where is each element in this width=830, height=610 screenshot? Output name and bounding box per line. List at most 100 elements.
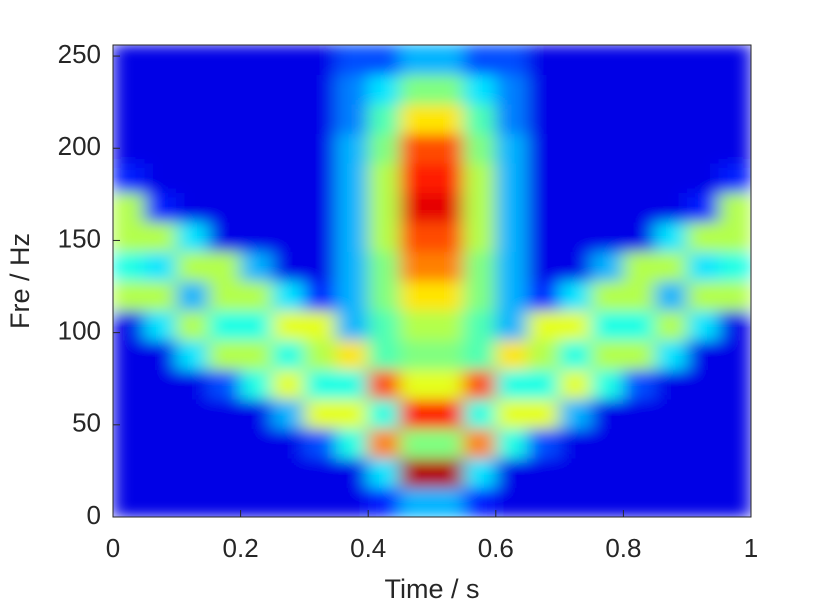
heat-cell [399,457,433,488]
heat-cell [591,369,624,400]
heat-cell [272,428,305,459]
heat-cell [622,428,656,459]
heat-cell [240,162,273,193]
heat-cell [113,74,146,105]
heat-cell [591,428,624,459]
heat-cell [303,369,337,400]
heat-cell [176,369,210,400]
heat-cell [686,280,720,311]
heat-cell [559,133,592,164]
heat-cell [144,103,178,134]
heat-cell [686,45,720,75]
heat-cell [654,339,688,370]
heat-cell [559,192,592,223]
heat-cell [208,103,242,134]
heat-cell [463,192,497,223]
heat-cell [686,339,720,370]
heat-cell [686,398,720,429]
heat-cell [463,369,497,400]
heat-cell [463,339,497,370]
heat-cell [272,192,305,223]
heat-cell [367,398,401,429]
x-axis-title: Time / s [384,574,479,604]
heat-cell [686,487,720,517]
heat-cell [208,251,242,282]
heat-cell [113,162,146,193]
heat-cell [622,103,656,134]
heat-cell [240,398,273,429]
heat-cell [718,192,751,223]
heat-cell [495,369,529,400]
heat-cell [272,369,305,400]
heat-cell [113,457,146,488]
heat-cell [718,369,751,400]
heat-cell [431,310,465,341]
heat-cell [559,310,592,341]
heat-cell [399,251,433,282]
heat-cell [367,457,401,488]
heat-cell [272,133,305,164]
heat-cell [591,133,624,164]
heat-cell [495,457,529,488]
heat-cell [240,103,273,134]
plot-frame [112,44,752,518]
heat-cell [208,280,242,311]
heat-cell [718,428,751,459]
heat-cell [113,192,146,223]
heat-cell [303,192,337,223]
heat-cell [113,103,146,134]
heat-cell [431,280,465,311]
heat-cell [527,369,561,400]
heat-cell [367,192,401,223]
heat-cell [176,45,210,75]
heat-cell [718,45,751,75]
heat-cell [654,457,688,488]
heat-cell [367,280,401,311]
heat-cell [208,162,242,193]
heat-cell [303,162,337,193]
heat-cell [527,251,561,282]
heat-cell [654,103,688,134]
heat-cell [208,369,242,400]
heat-cell [240,457,273,488]
heat-cell [144,457,178,488]
heat-cell [113,310,146,341]
heat-cell [176,192,210,223]
heat-cell [208,133,242,164]
heat-cell [431,398,465,429]
heat-cell [176,457,210,488]
heat-cell [367,251,401,282]
heat-cell [591,310,624,341]
heat-cell [208,45,242,75]
heat-cell [686,369,720,400]
heat-cell [240,369,273,400]
heat-cell [144,162,178,193]
heat-cell [144,45,178,75]
heat-cell [527,74,561,105]
heat-cell [240,487,273,517]
heat-cell [495,339,529,370]
heat-cell [144,310,178,341]
heat-cell [591,251,624,282]
heat-cell [335,133,369,164]
heat-cell [272,251,305,282]
heat-cell [113,221,146,252]
heat-cell [463,221,497,252]
heat-cell [527,339,561,370]
heat-cell [463,487,497,517]
heat-cell [113,339,146,370]
heat-cell [654,487,688,517]
heat-cell [495,280,529,311]
x-tick-label: 0.6 [478,533,514,563]
heat-cell [495,74,529,105]
heat-cell [303,398,337,429]
heat-cell [144,487,178,517]
heat-cell [113,398,146,429]
heat-cell [559,280,592,311]
heat-cell [240,192,273,223]
heat-cell [495,428,529,459]
heat-cell [686,74,720,105]
heat-cell [272,280,305,311]
heat-cell [240,221,273,252]
